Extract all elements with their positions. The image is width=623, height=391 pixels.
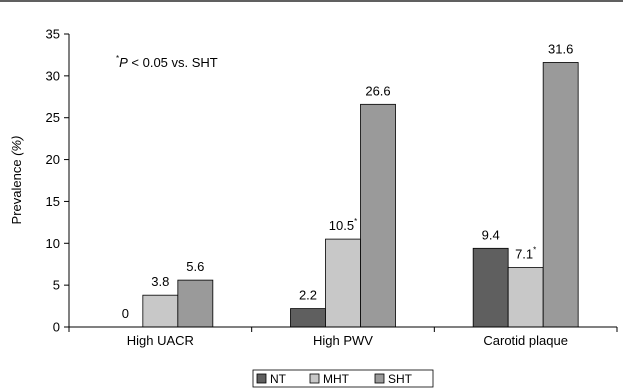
y-tick-label: 15 [46,194,60,209]
annotation-star: * [116,54,119,63]
bar-nt [290,308,326,328]
y-tick-label: 0 [53,320,60,335]
y-axis-label-main: Prevalence [9,156,24,225]
significance-star: * [533,246,536,255]
legend-swatch-mht [309,373,320,384]
y-tick-label: 25 [46,110,60,125]
data-label: 0 [122,306,129,321]
category-label: High PWV [313,333,373,348]
data-label: 3.8 [151,274,169,289]
bar-sht [542,62,579,328]
y-tick-label: 5 [53,278,60,293]
annotation-p: P [119,55,128,70]
legend: NT MHT SHT [252,369,434,388]
bar-mht [142,294,179,328]
data-label: 10.5* [329,217,357,233]
y-axis-label: Prevalence (%) [9,136,24,225]
data-labels: 0 3.8 5.6 2.2 10.5* 26.6 9.4 7.1* 31.6 [122,41,574,321]
y-tick-label: 20 [46,152,60,167]
bar-mht [507,267,544,328]
bar-nt [472,247,509,328]
legend-swatch-sht [374,373,385,384]
y-tick-label: 10 [46,236,60,251]
significance-annotation: *P < 0.05 vs. SHT [116,54,218,70]
bar-sht [177,279,214,328]
y-axis-label-unit: (%) [9,136,24,156]
y-tick-label: 35 [46,27,60,42]
significance-star: * [354,217,357,226]
data-label: 7.1* [515,246,536,262]
data-label: 9.4 [482,227,500,242]
legend-swatch-nt [256,373,267,384]
legend-label-sht: SHT [388,372,413,386]
category-label: High UACR [127,333,194,348]
category-labels: High UACR High PWV Carotid plaque [68,327,618,348]
bar-mht [325,238,361,328]
data-label: 2.2 [299,288,317,303]
data-label: 26.6 [365,83,390,98]
bar-sht [360,103,396,328]
legend-box [252,369,434,388]
data-label: 5.6 [186,259,204,274]
bars [142,62,579,328]
legend-label-nt: NT [270,372,287,386]
category-label: Carotid plaque [483,333,568,348]
annotation-rest: < 0.05 vs. SHT [128,55,218,70]
legend-label-mht: MHT [323,372,350,386]
y-ticks: 0 5 10 15 20 25 30 35 [46,27,69,335]
y-tick-label: 30 [46,68,60,83]
data-label: 31.6 [548,41,573,56]
